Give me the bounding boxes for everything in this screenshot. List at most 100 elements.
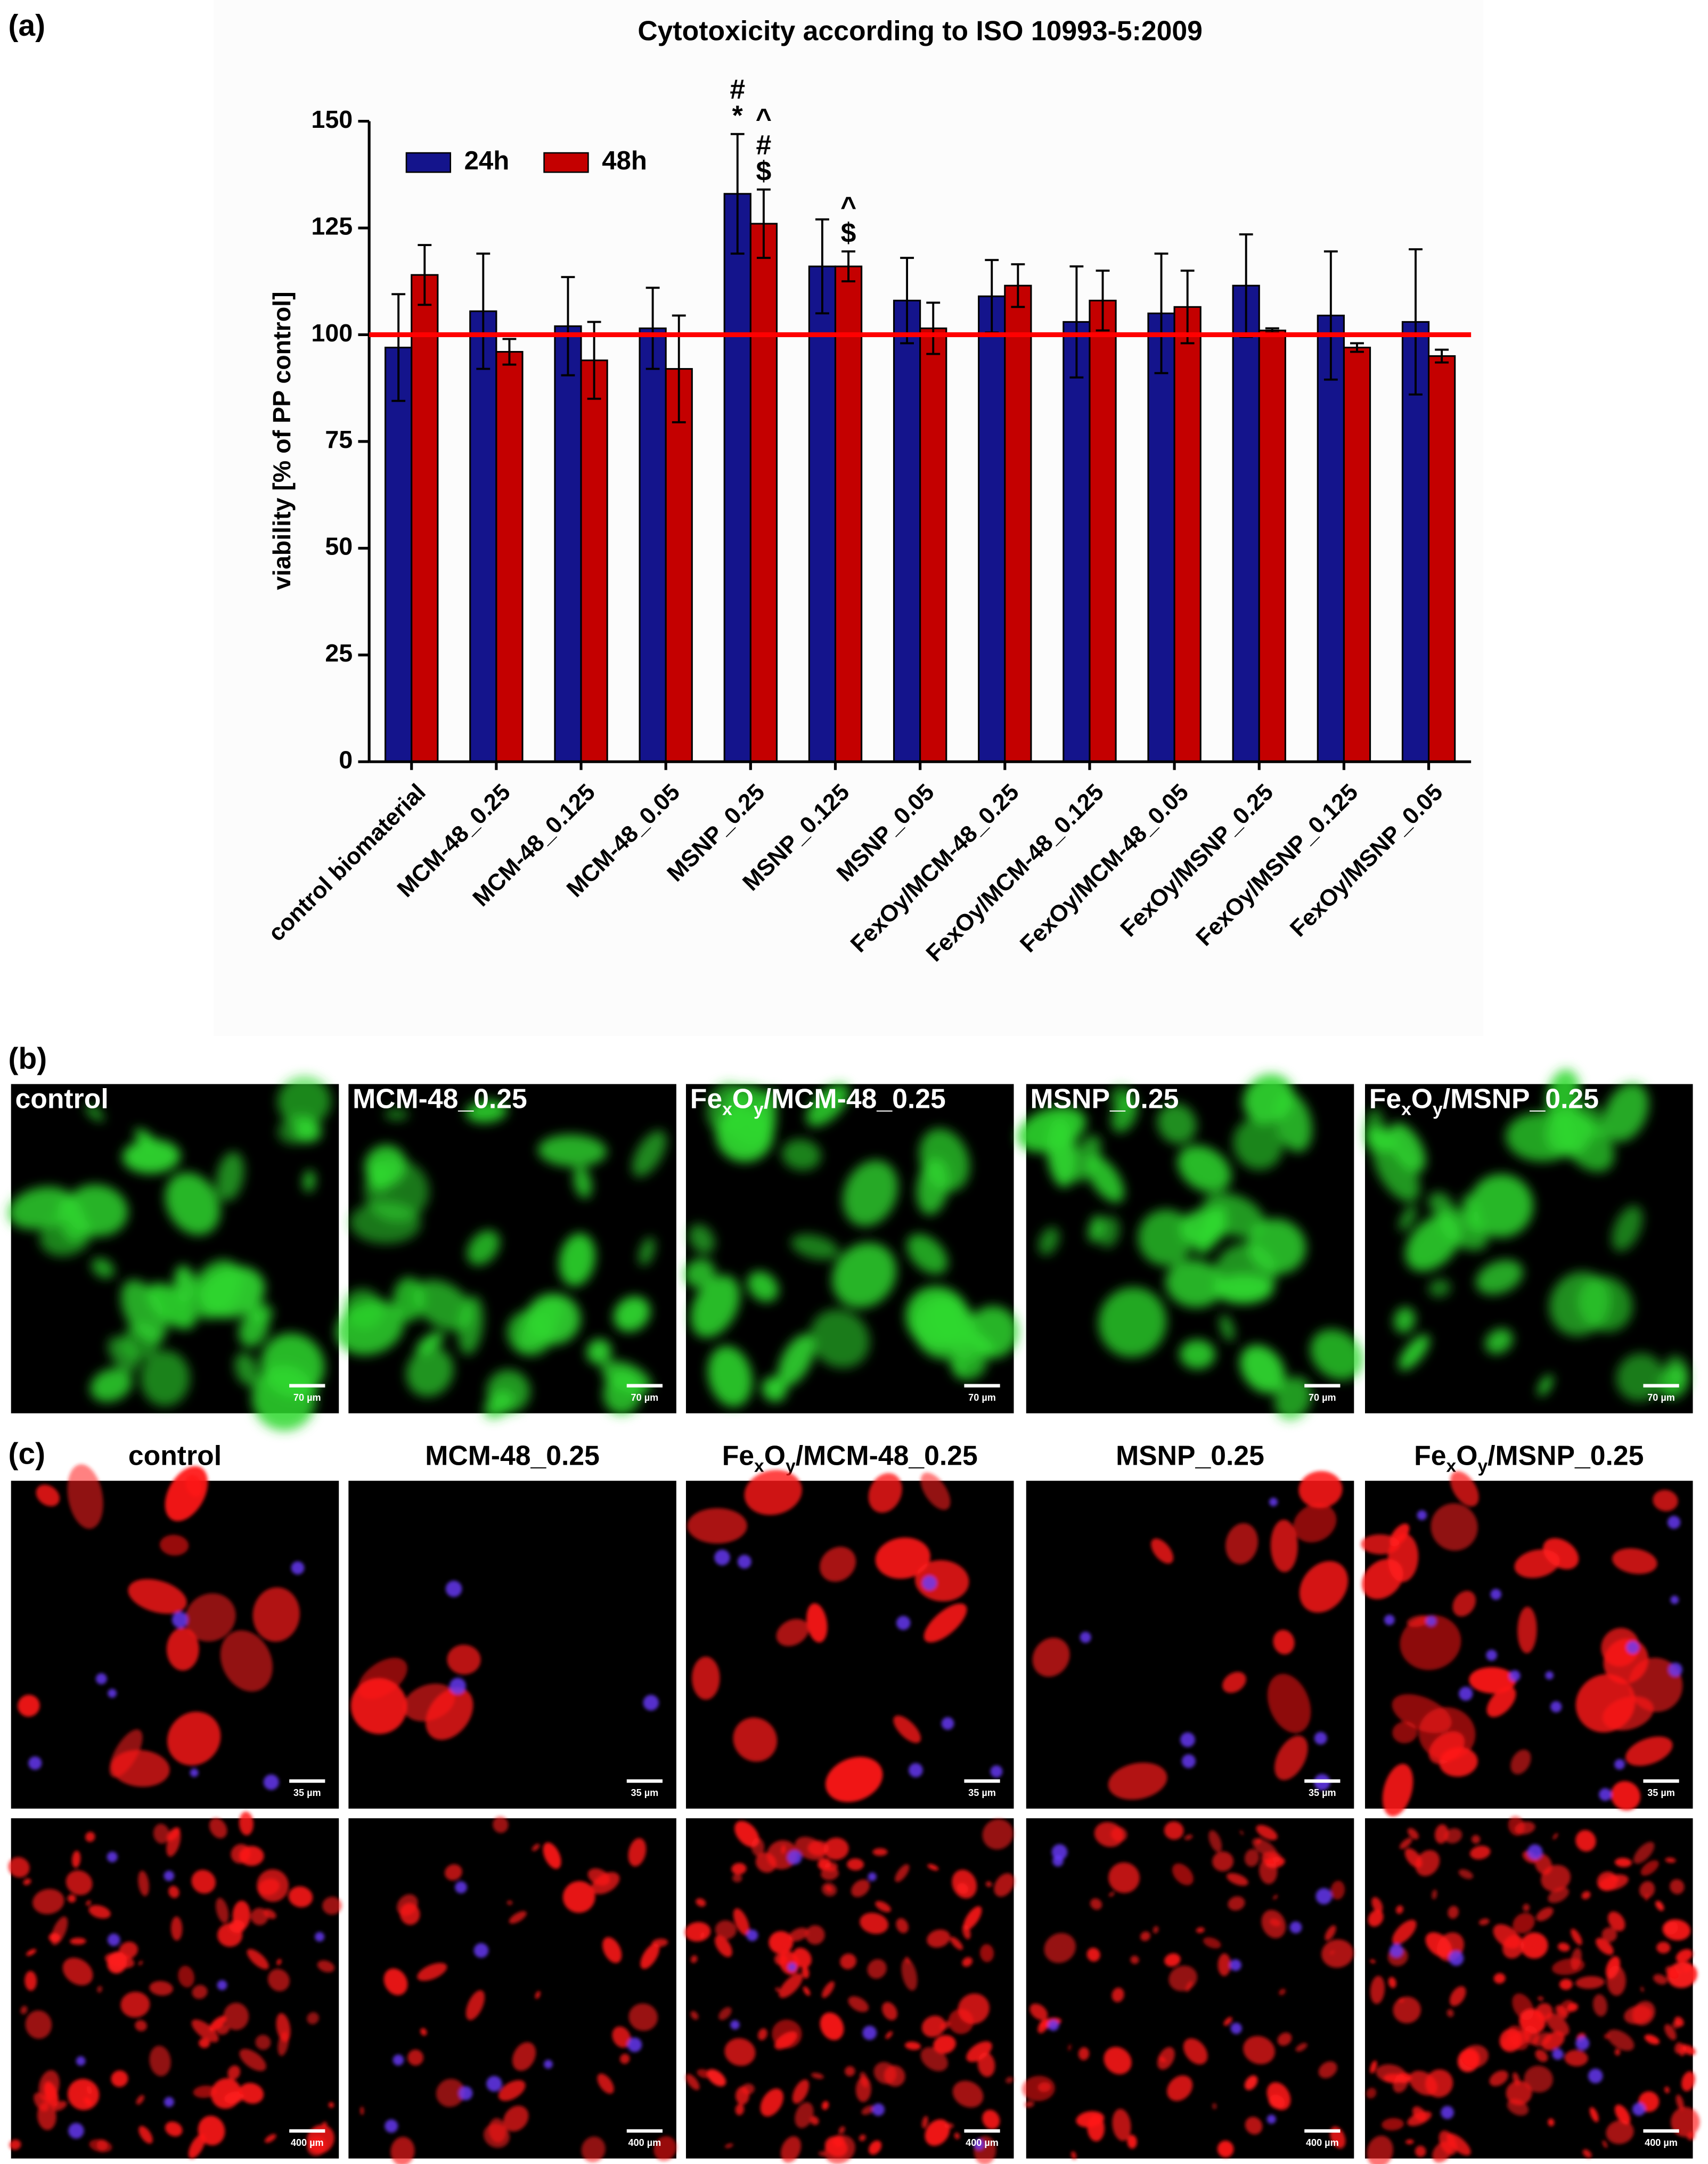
nucleus — [1670, 1595, 1679, 1604]
cell — [257, 1869, 289, 1902]
cell — [1538, 1996, 1544, 2001]
cell — [1444, 1828, 1462, 1844]
cell — [822, 2101, 829, 2110]
annotation: ^ — [840, 191, 856, 222]
cell — [751, 1838, 765, 1857]
error-bar — [756, 188, 771, 259]
nucleus — [445, 1580, 462, 1597]
error-bar — [815, 218, 829, 315]
micrograph-texture — [1361, 1471, 1683, 1817]
cell — [1575, 1830, 1596, 1852]
cell — [1493, 1973, 1506, 1984]
cell — [251, 1365, 316, 1431]
nucleus — [95, 1673, 107, 1685]
cell — [1546, 2013, 1570, 2036]
cell — [85, 1105, 104, 1121]
cell — [1167, 2075, 1193, 2101]
nucleus — [909, 1763, 923, 1777]
cell — [1203, 1937, 1221, 1949]
cell — [1541, 2031, 1565, 2051]
cell — [1431, 1503, 1478, 1551]
cell — [8, 1857, 30, 1878]
cell — [803, 1986, 811, 1996]
cell — [1256, 1825, 1278, 1841]
image-title: MCM-48_0.25 — [425, 1440, 600, 1471]
cell — [1259, 1858, 1278, 1884]
cell — [51, 1916, 68, 1946]
cell — [178, 1965, 195, 1988]
cell — [227, 2065, 241, 2080]
cell — [484, 2124, 510, 2148]
cell — [731, 1863, 747, 1875]
cell — [38, 2070, 60, 2102]
title-part: Fe — [722, 1440, 754, 1471]
cell — [1582, 2149, 1592, 2158]
cell — [1172, 1863, 1194, 1885]
nucleus — [315, 1932, 325, 1942]
cell — [165, 2121, 183, 2137]
cell — [1109, 1892, 1115, 1897]
cell — [1108, 1862, 1140, 1893]
cell — [781, 1844, 786, 1854]
cell — [191, 2019, 219, 2043]
cell — [1274, 1735, 1308, 1781]
cell — [1665, 1966, 1679, 1979]
cell — [88, 1905, 111, 1919]
cell — [868, 1473, 902, 1513]
cell — [1581, 1891, 1591, 1900]
nucleus — [973, 2138, 985, 2150]
cell — [733, 1908, 750, 1936]
cell — [1293, 1504, 1337, 1543]
cell — [1274, 1376, 1312, 1420]
cell — [1664, 2024, 1677, 2040]
cell — [1006, 2077, 1014, 2084]
nucleus — [1230, 1959, 1241, 1971]
nucleus — [108, 1688, 117, 1698]
cell — [1507, 2099, 1529, 2116]
cell — [1157, 2047, 1175, 2070]
cell — [690, 1955, 698, 1963]
nucleus — [1552, 2048, 1564, 2060]
cell — [1112, 1987, 1124, 2003]
cell — [1523, 1904, 1530, 1912]
cell — [1476, 1260, 1523, 1295]
cell — [185, 1475, 203, 1497]
cell — [1578, 1276, 1633, 1332]
cell — [307, 2012, 319, 2024]
nucleus — [787, 1850, 802, 1865]
error-bar — [418, 244, 432, 306]
cell — [97, 1986, 102, 1993]
cell — [209, 2015, 226, 2031]
cell — [167, 1711, 221, 1766]
cell — [818, 2151, 828, 2157]
cell — [1676, 1970, 1682, 1974]
cell — [535, 1991, 541, 1999]
cell — [1310, 1329, 1363, 1380]
cell — [231, 1844, 251, 1864]
cell — [1273, 1630, 1295, 1655]
y-tick-label: 150 — [311, 105, 353, 133]
cell — [25, 2010, 52, 2039]
cell — [1656, 1941, 1671, 1954]
bar — [1317, 314, 1345, 763]
micrograph-texture — [1022, 1821, 1354, 2160]
cell — [861, 2105, 875, 2115]
bar — [469, 310, 497, 763]
nucleus — [28, 1756, 42, 1770]
cell — [1078, 2047, 1090, 2061]
annotation: * — [732, 100, 743, 130]
cell — [1564, 2049, 1588, 2067]
title-part: O — [1456, 1440, 1477, 1471]
cell — [140, 1350, 190, 1407]
cell — [1639, 1881, 1655, 1898]
cell — [343, 1288, 384, 1329]
error-bar — [1350, 342, 1364, 353]
nucleus — [1449, 1950, 1464, 1966]
annotation: ^ — [756, 103, 772, 134]
cell — [1047, 1118, 1077, 1187]
nucleus — [1668, 1662, 1682, 1677]
cell — [104, 1953, 135, 1969]
cell — [1071, 2151, 1076, 2160]
cell — [436, 2078, 465, 2107]
